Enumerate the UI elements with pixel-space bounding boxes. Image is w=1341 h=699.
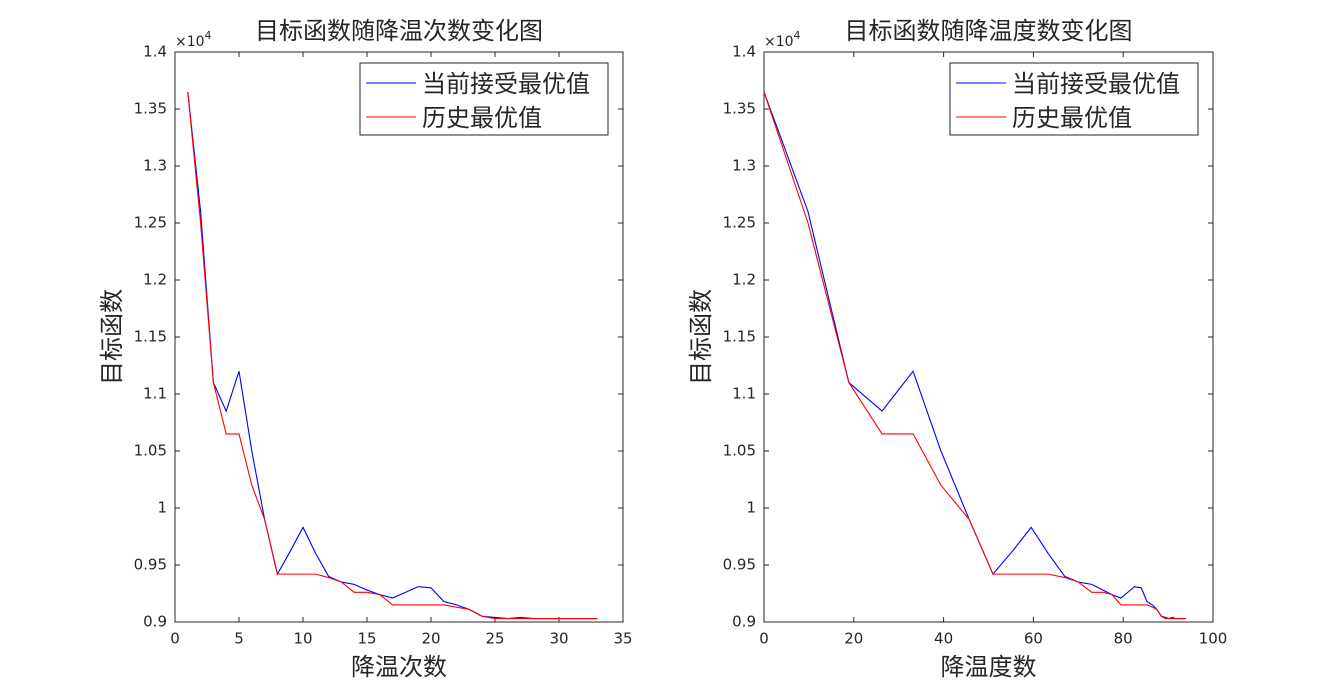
x-tick-label: 0 [759, 630, 769, 648]
series-line [763, 91, 1187, 620]
y-tick-label: 1.2 [143, 271, 167, 289]
y-multiplier: ×104 [764, 29, 801, 50]
x-axis-label: 降温度数 [941, 653, 1037, 681]
axes: 0 5 10 15 20 25 30 35 0.9 0.95 1 1.05 1.1 1.15 1.2 1.25… [98, 17, 633, 681]
y-multiplier-power: 4 [205, 29, 212, 42]
y-tick-label: 0.9 [732, 613, 756, 631]
legend-label: 当前接受最优值 [422, 70, 590, 98]
x-tick-label: 60 [1024, 630, 1043, 648]
y-tick-label: 1.05 [134, 442, 167, 460]
x-tick-label: 20 [844, 630, 863, 648]
y-tick-label: 1.3 [143, 157, 167, 175]
x-tick-label: 20 [421, 630, 440, 648]
x-tick-label: 5 [234, 630, 244, 648]
legend-box [359, 62, 609, 136]
y-multiplier-base: ×10 [764, 34, 794, 50]
y-tick-label: 0.95 [723, 556, 756, 574]
plot-area [174, 51, 624, 623]
y-tick-label: 1.15 [723, 328, 756, 346]
y-tick-label: 1.4 [732, 43, 756, 61]
x-tick-label: 100 [1199, 630, 1228, 648]
y-tick-label: 1.35 [723, 100, 756, 118]
legend-label: 历史最优值 [1012, 104, 1132, 132]
y-multiplier-base: ×10 [175, 34, 205, 50]
y-tick-label: 1.3 [732, 157, 756, 175]
x-tick-label: 80 [1114, 630, 1133, 648]
chart-title: 目标函数随降温度数变化图 [845, 17, 1133, 45]
y-axis-label: 目标函数 [687, 289, 715, 385]
x-tick-label: 40 [934, 630, 953, 648]
chart-title: 目标函数随降温次数变化图 [255, 17, 543, 45]
y-tick-label: 1.1 [732, 385, 756, 403]
y-tick-label: 1.4 [143, 43, 167, 61]
y-tick-label: 0.9 [143, 613, 167, 631]
x-axis-label: 降温次数 [351, 653, 447, 681]
y-multiplier-power: 4 [794, 29, 801, 42]
y-multiplier: ×104 [175, 29, 212, 50]
x-tick-label: 35 [613, 630, 632, 648]
y-tick-label: 1 [157, 499, 167, 517]
y-tick-label: 1.35 [134, 100, 167, 118]
y-tick-label: 1.25 [134, 214, 167, 232]
legend-box [949, 62, 1199, 136]
y-axis-label: 目标函数 [98, 289, 126, 385]
axes: 0 20 40 60 80 100 0.9 0.95 1 1.05 1.1 1.15 1.2 1.25 1.… [687, 17, 1227, 681]
legend-label: 历史最优值 [422, 104, 542, 132]
y-tick-label: 1 [746, 499, 756, 517]
x-tick-label: 0 [170, 630, 180, 648]
y-tick-label: 0.95 [134, 556, 167, 574]
x-tick-label: 10 [293, 630, 312, 648]
y-tick-label: 1.1 [143, 385, 167, 403]
x-tick-label: 30 [549, 630, 568, 648]
plot-area [763, 51, 1214, 623]
y-tick-label: 1.25 [723, 214, 756, 232]
y-tick-label: 1.2 [732, 271, 756, 289]
y-tick-label: 1.15 [134, 328, 167, 346]
y-tick-label: 1.05 [723, 442, 756, 460]
x-tick-label: 15 [357, 630, 376, 648]
series-line [187, 91, 598, 620]
x-tick-label: 25 [485, 630, 504, 648]
legend-label: 当前接受最优值 [1012, 70, 1180, 98]
